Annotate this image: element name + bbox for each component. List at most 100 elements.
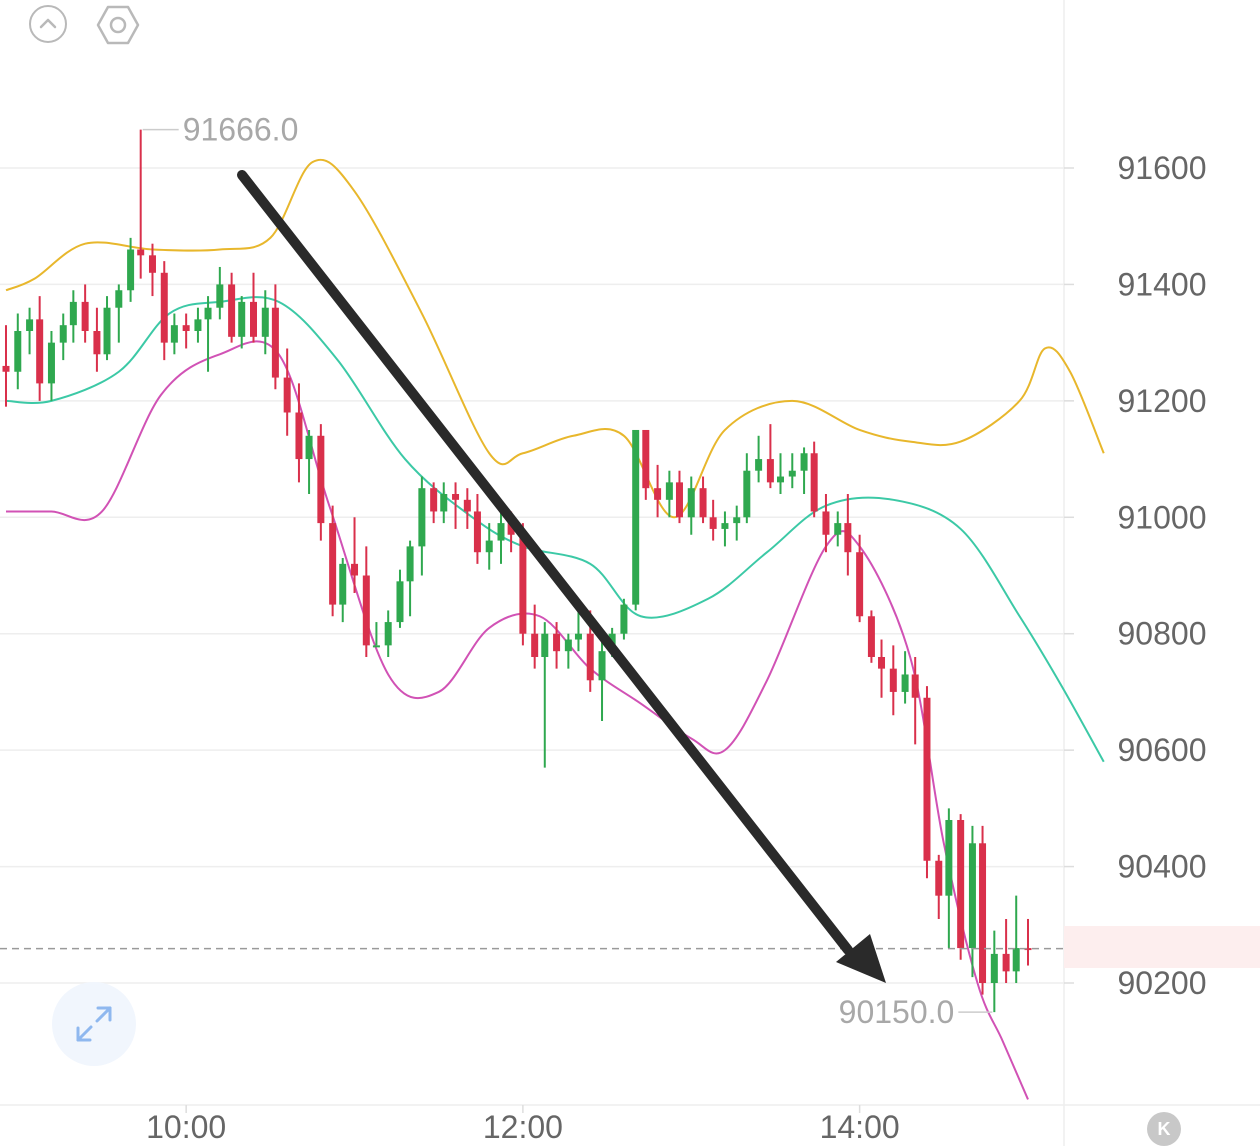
candle-body [384, 622, 392, 646]
candle [990, 930, 998, 1013]
candle [531, 604, 539, 669]
candle-body [329, 523, 337, 605]
candle [923, 686, 931, 879]
candle-body [632, 429, 640, 605]
candle [452, 482, 460, 529]
y-tick-label: 90800 [1118, 616, 1207, 652]
candle-body [531, 633, 539, 657]
candle [396, 569, 404, 628]
bollinger-bands [5, 158, 1105, 1100]
candle-body [81, 301, 89, 331]
candle [889, 645, 897, 716]
candle [733, 505, 741, 541]
axes: 91600 91400 91200 91000 90800 90600 90400 90200… [146, 150, 1206, 1145]
candle-body [362, 575, 370, 646]
y-tick-label: 91400 [1118, 266, 1207, 302]
candle [743, 453, 751, 524]
candle [642, 429, 650, 500]
candle [194, 307, 202, 343]
candle [979, 825, 987, 995]
candle-body [743, 470, 751, 518]
candle-body [93, 331, 101, 355]
candle-body [945, 820, 953, 896]
candle-body [283, 377, 291, 413]
candle-body [204, 307, 212, 320]
candle-body [271, 307, 279, 378]
candle [440, 482, 448, 524]
candle-body [968, 843, 976, 949]
candle [329, 505, 337, 617]
candle-body [1024, 948, 1032, 951]
candle-body [541, 633, 549, 657]
candle [709, 499, 717, 541]
candle [261, 290, 269, 355]
candle-body [430, 488, 438, 512]
candle [878, 639, 886, 698]
candle [911, 657, 919, 745]
candle-body [788, 470, 796, 477]
candle-body [935, 860, 943, 896]
candle-body [564, 639, 572, 652]
candle-body [878, 657, 886, 669]
candle [957, 814, 965, 960]
candle [945, 808, 953, 949]
candle [598, 639, 606, 722]
candle [238, 296, 246, 349]
candle-body [452, 494, 460, 500]
candle [418, 476, 426, 576]
x-tick-label: 10:00 [146, 1109, 226, 1145]
x-tick-label: 12:00 [483, 1109, 563, 1145]
candle-body [620, 604, 628, 634]
y-tick-label: 90600 [1118, 732, 1207, 768]
candle-body [957, 820, 965, 949]
candle [81, 284, 89, 343]
candle [204, 296, 212, 372]
kline-badge[interactable]: K [1147, 1112, 1181, 1146]
candle-body [553, 633, 561, 652]
hexagon-settings-icon[interactable] [96, 4, 140, 46]
candle-body [733, 517, 741, 524]
candle [283, 348, 291, 436]
candle-body [26, 319, 34, 331]
candle [351, 517, 359, 593]
candle-body [47, 342, 55, 384]
expand-arrows-icon [76, 1006, 112, 1042]
candle-body [170, 325, 178, 343]
candle-body [14, 331, 22, 372]
chevron-up-circle-icon[interactable] [29, 5, 67, 43]
candle-body [901, 674, 909, 692]
candle-body [351, 563, 359, 576]
candle [497, 511, 505, 564]
candle-body [115, 290, 123, 308]
candle-body [654, 488, 662, 500]
candle [295, 383, 303, 483]
candle-body [406, 546, 414, 582]
candle-body [250, 301, 258, 337]
candle-body [990, 953, 998, 983]
candle [473, 494, 481, 564]
candle [250, 272, 258, 343]
candle-body [497, 523, 505, 541]
candle-body [473, 511, 481, 553]
candle [485, 523, 493, 570]
candle-body [485, 540, 493, 553]
candle-body [776, 476, 784, 483]
candle-body [418, 488, 426, 547]
middle-band-line [5, 296, 1105, 763]
candle [766, 424, 774, 489]
candle [305, 429, 313, 494]
candle-body [1002, 953, 1010, 972]
candle [800, 447, 808, 494]
candle [47, 331, 55, 401]
candle [430, 482, 438, 524]
candle [1002, 918, 1010, 983]
expand-button[interactable] [52, 982, 136, 1066]
candle-body [810, 453, 818, 512]
candle [14, 313, 22, 390]
trend-arrow-shaft [237, 170, 853, 955]
candle-body [396, 581, 404, 623]
candle-body [440, 494, 448, 512]
candle [26, 307, 34, 355]
